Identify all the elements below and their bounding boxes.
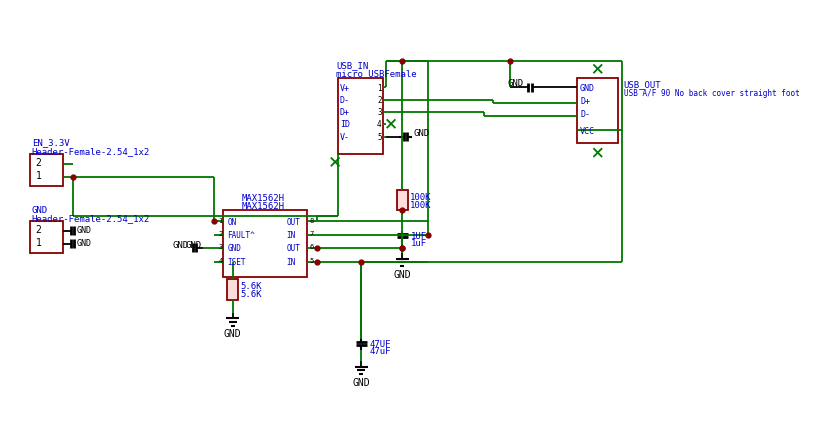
Bar <box>577 78 618 143</box>
Text: GND: GND <box>32 205 48 214</box>
Text: 1: 1 <box>377 84 381 93</box>
Text: 2: 2 <box>35 225 41 235</box>
Text: D+: D+ <box>580 97 590 106</box>
Text: 1uF: 1uF <box>411 239 427 248</box>
Text: 5: 5 <box>309 258 313 264</box>
Text: V-: V- <box>339 133 350 142</box>
Text: MAX1562H: MAX1562H <box>242 202 285 211</box>
Text: GND: GND <box>76 239 91 248</box>
Text: GND: GND <box>580 84 595 93</box>
Text: 3: 3 <box>377 108 381 117</box>
Text: IN: IN <box>287 258 296 267</box>
Text: micro USBFemale: micro USBFemale <box>336 70 417 79</box>
Text: 1: 1 <box>35 238 41 248</box>
Text: 4: 4 <box>219 258 223 264</box>
Text: USB_OUT: USB_OUT <box>624 80 662 89</box>
Text: 2: 2 <box>377 96 381 105</box>
Text: 47UF: 47UF <box>370 340 391 349</box>
Text: 8: 8 <box>309 218 313 224</box>
Text: 7: 7 <box>309 231 313 237</box>
Text: Header-Female-2.54_1x2: Header-Female-2.54_1x2 <box>32 214 150 223</box>
Text: GND: GND <box>507 79 524 88</box>
Text: ID: ID <box>339 120 350 129</box>
Text: MAX1562H: MAX1562H <box>242 193 285 202</box>
Bar <box>397 190 408 210</box>
Text: GND: GND <box>394 270 411 280</box>
Text: 1UF: 1UF <box>411 232 427 241</box>
Text: EN_3.3V: EN_3.3V <box>32 139 69 148</box>
Text: D-: D- <box>339 96 350 105</box>
Text: GND: GND <box>227 244 241 253</box>
Text: VCC: VCC <box>580 127 595 136</box>
Text: 5: 5 <box>377 133 381 142</box>
Text: 5.6K: 5.6K <box>240 290 261 299</box>
Text: OUT: OUT <box>287 218 301 227</box>
Text: GND: GND <box>186 241 202 250</box>
Text: ISET: ISET <box>227 258 246 267</box>
Text: 100K: 100K <box>409 201 432 210</box>
Text: IN: IN <box>287 231 296 240</box>
Text: 6: 6 <box>309 244 313 250</box>
Text: 4: 4 <box>377 120 381 129</box>
Text: FAULT^: FAULT^ <box>227 231 255 240</box>
Text: 47uF: 47uF <box>370 347 391 356</box>
Text: 1: 1 <box>35 171 41 181</box>
Text: USB_IN: USB_IN <box>336 61 368 70</box>
Text: Header-Female-2.54_1x2: Header-Female-2.54_1x2 <box>32 147 150 156</box>
Text: 3: 3 <box>219 244 223 250</box>
Text: GND: GND <box>413 129 430 138</box>
Text: 1: 1 <box>219 218 223 224</box>
Text: OUT: OUT <box>287 244 301 253</box>
Text: ON: ON <box>227 218 237 227</box>
Text: 5.6K: 5.6K <box>240 282 261 291</box>
Text: GND: GND <box>353 378 370 388</box>
Text: GND: GND <box>173 241 188 250</box>
Text: 100K: 100K <box>409 193 432 202</box>
Text: 2: 2 <box>35 158 41 168</box>
Text: 2: 2 <box>219 231 223 237</box>
Text: USB A/F 90 No back cover straight foot: USB A/F 90 No back cover straight foot <box>624 89 800 98</box>
Bar <box>30 154 63 186</box>
Bar <box>338 78 383 154</box>
Text: GND: GND <box>76 226 91 235</box>
Text: GND: GND <box>224 329 242 339</box>
Bar <box>227 279 238 300</box>
Bar <box>30 221 63 253</box>
Text: D-: D- <box>580 110 590 119</box>
Bar <box>224 210 307 277</box>
Text: D+: D+ <box>339 108 350 117</box>
Text: V+: V+ <box>339 84 350 93</box>
